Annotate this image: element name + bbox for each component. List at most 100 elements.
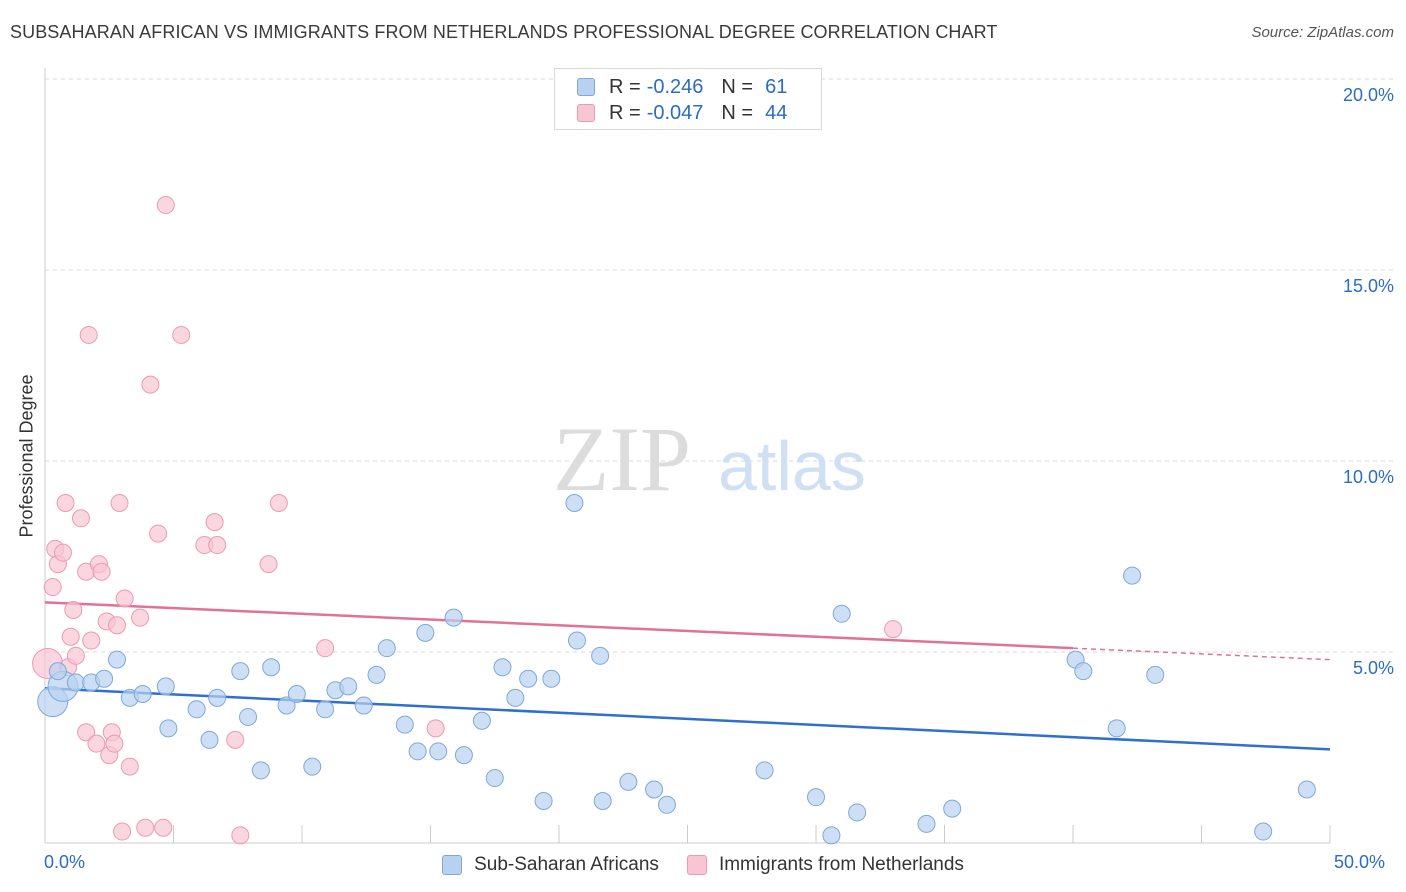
data-point-netherlands <box>77 723 96 742</box>
data-point-netherlands <box>269 494 288 513</box>
data-point-netherlands <box>226 730 245 749</box>
trend-line-pink <box>44 601 1074 650</box>
data-point-subsaharan <box>519 669 538 688</box>
data-point-netherlands <box>149 524 168 543</box>
legend-row-blue: R = -0.246 N = 61 <box>577 74 787 100</box>
data-point-netherlands <box>92 562 111 581</box>
data-point-netherlands <box>105 734 124 753</box>
legend-swatch-pink <box>577 104 595 122</box>
data-point-netherlands <box>115 589 134 608</box>
data-point-subsaharan <box>848 803 867 822</box>
data-point-subsaharan <box>657 795 676 814</box>
watermark-atlas: atlas <box>718 427 866 505</box>
data-point-subsaharan <box>534 791 553 810</box>
data-point-netherlands <box>426 719 445 738</box>
grid-layer <box>45 78 1395 653</box>
watermark-zip: ZIP <box>553 408 691 510</box>
data-point-subsaharan <box>231 662 250 681</box>
legend-r-value: -0.047 <box>646 101 704 124</box>
data-point-subsaharan <box>493 658 512 677</box>
data-point-netherlands <box>107 616 126 635</box>
x-tick-label-max: 50.0% <box>1334 852 1386 872</box>
y-tick-label: 15.0% <box>1342 276 1394 296</box>
data-point-subsaharan <box>1107 719 1126 738</box>
data-point-subsaharan <box>1297 780 1316 799</box>
data-point-netherlands <box>154 818 173 837</box>
data-point-subsaharan <box>408 742 427 761</box>
data-point-subsaharan <box>567 631 586 650</box>
data-point-subsaharan <box>200 730 219 749</box>
series-label-blue: Sub-Saharan Africans <box>474 854 659 875</box>
series-legend-item-blue[interactable]: Sub-Saharan Africans <box>442 852 659 878</box>
data-point-subsaharan <box>303 757 322 776</box>
data-point-subsaharan <box>251 761 270 780</box>
chart-title: SUBSAHARAN AFRICAN VS IMMIGRANTS FROM NE… <box>10 22 998 42</box>
trend-line-pink-extension <box>1072 647 1331 661</box>
data-point-subsaharan <box>429 742 448 761</box>
data-point-subsaharan <box>416 623 435 642</box>
trend-line-blue <box>44 687 1331 751</box>
data-point-netherlands <box>205 513 224 532</box>
legend-swatch-blue <box>577 78 595 96</box>
x-tick-label-min: 0.0% <box>44 852 86 872</box>
series-legend: Sub-Saharan Africans Immigrants from Net… <box>0 852 1406 878</box>
data-point-subsaharan <box>1254 822 1273 841</box>
data-point-netherlands <box>884 620 903 639</box>
data-point-subsaharan <box>107 650 126 669</box>
data-point-netherlands <box>156 196 175 215</box>
data-point-subsaharan <box>159 719 178 738</box>
legend-r-label: R = <box>609 101 641 124</box>
series-legend-item-pink[interactable]: Immigrants from Netherlands <box>686 852 964 878</box>
data-point-netherlands <box>53 543 72 562</box>
data-point-subsaharan <box>832 604 851 623</box>
data-point-subsaharan <box>565 494 584 513</box>
data-point-netherlands <box>43 578 62 597</box>
legend-r-value: -0.246 <box>646 75 704 98</box>
y-tick-label: 5.0% <box>1352 658 1394 678</box>
legend-n-value: 61 <box>765 75 788 98</box>
data-point-netherlands <box>110 494 129 513</box>
legend-row-pink: R = -0.047 N = 44 <box>577 100 787 126</box>
y-axis-title: Professional Degree <box>16 374 37 538</box>
trend-layer <box>44 601 1331 751</box>
data-point-subsaharan <box>66 673 85 692</box>
data-point-subsaharan <box>822 826 841 845</box>
data-point-subsaharan <box>807 788 825 807</box>
data-point-subsaharan <box>395 715 414 734</box>
data-point-subsaharan <box>354 696 373 715</box>
chart-source: Source: ZipAtlas.com <box>1251 24 1394 41</box>
points-layer <box>32 196 1316 845</box>
watermark: ZIP atlas <box>553 408 866 510</box>
data-point-subsaharan <box>444 608 463 627</box>
data-point-subsaharan <box>187 700 206 719</box>
data-point-subsaharan <box>377 639 396 658</box>
legend-n-label: N = <box>721 101 754 124</box>
data-point-subsaharan <box>619 772 638 791</box>
data-point-netherlands <box>131 608 150 627</box>
data-point-subsaharan <box>485 769 504 788</box>
data-point-subsaharan <box>506 688 525 707</box>
data-point-netherlands <box>172 325 191 344</box>
data-point-netherlands <box>316 639 335 658</box>
data-point-subsaharan <box>593 791 612 810</box>
data-point-subsaharan <box>591 646 610 665</box>
data-point-subsaharan <box>472 711 491 730</box>
legend-n-value: 44 <box>765 101 788 124</box>
data-point-netherlands <box>231 826 250 845</box>
data-point-subsaharan <box>1074 662 1093 681</box>
data-point-subsaharan <box>1146 665 1165 684</box>
data-point-subsaharan <box>1123 566 1142 585</box>
data-point-netherlands <box>79 325 98 344</box>
y-tick-label: 20.0% <box>1342 85 1394 105</box>
data-point-subsaharan <box>454 746 473 765</box>
data-point-netherlands <box>141 375 160 394</box>
data-point-subsaharan <box>542 669 561 688</box>
data-point-subsaharan <box>339 677 358 696</box>
data-point-netherlands <box>87 734 106 753</box>
data-point-netherlands <box>259 555 278 574</box>
data-point-subsaharan <box>262 658 281 677</box>
data-point-subsaharan <box>133 685 152 704</box>
data-point-subsaharan <box>95 669 114 688</box>
data-point-netherlands <box>64 600 83 619</box>
data-point-subsaharan <box>277 696 296 715</box>
